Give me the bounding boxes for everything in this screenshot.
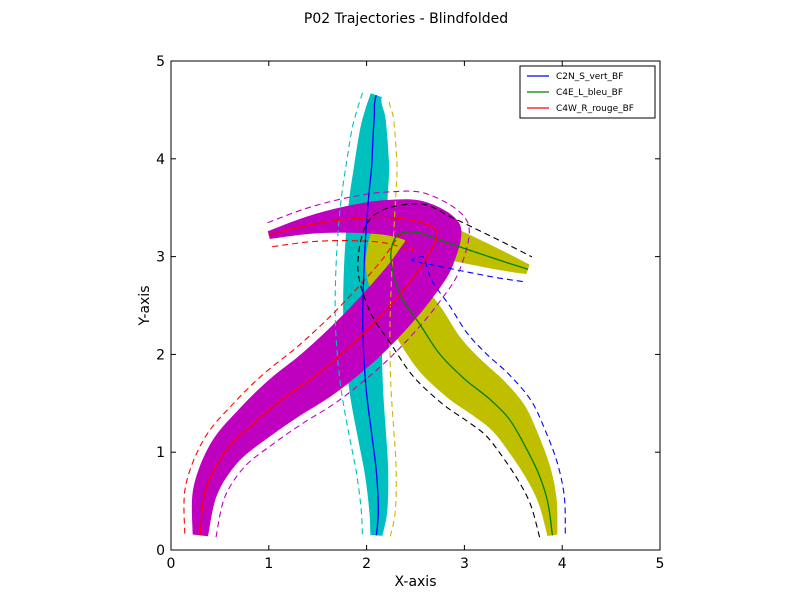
dash-lower-2 bbox=[183, 234, 414, 534]
y-axis-label: Y-axis bbox=[137, 286, 153, 327]
bands-layer bbox=[191, 93, 558, 537]
series-line-1 bbox=[390, 231, 554, 536]
y-tick-label: 2 bbox=[156, 347, 165, 363]
x-tick-label: 3 bbox=[460, 556, 469, 572]
dash-upper-2 bbox=[215, 190, 470, 538]
dash-upper-1 bbox=[411, 255, 566, 534]
x-tick-label: 4 bbox=[558, 556, 567, 572]
plot-area: 0 1 2 3 4 5 0 1 2 3 4 5 bbox=[156, 54, 664, 572]
y-tick-label: 4 bbox=[156, 152, 165, 168]
legend: C2N_S_vert_BF C4E_L_bleu_BF C4W_R_rouge_… bbox=[519, 65, 656, 119]
y-tick-label: 0 bbox=[156, 543, 165, 559]
legend-label-c2n: C2N_S_vert_BF bbox=[556, 72, 623, 82]
x-axis-label: X-axis bbox=[395, 574, 437, 590]
y-tick-label: 3 bbox=[156, 250, 165, 266]
plot-frame bbox=[170, 60, 661, 551]
chart-title: P02 Trajectories - Blindfolded bbox=[304, 11, 508, 27]
means-layer bbox=[199, 94, 554, 536]
y-tick-label: 1 bbox=[156, 445, 165, 461]
x-tick-label: 5 bbox=[656, 556, 665, 572]
ticks-layer: 0 1 2 3 4 5 0 1 2 3 4 5 bbox=[156, 54, 664, 572]
band-2 bbox=[191, 199, 462, 537]
y-tick-label: 5 bbox=[156, 54, 165, 70]
dash-lower-0 bbox=[334, 90, 364, 535]
legend-label-c4e: C4E_L_bleu_BF bbox=[556, 88, 623, 98]
series-line-2 bbox=[199, 216, 438, 536]
dashes-layer bbox=[183, 90, 566, 538]
series-line-0 bbox=[362, 94, 379, 536]
dash-upper-0 bbox=[388, 99, 398, 537]
x-tick-label: 0 bbox=[167, 556, 176, 572]
legend-label-c4w: C4W_R_rouge_BF bbox=[556, 104, 634, 114]
x-tick-label: 1 bbox=[264, 556, 273, 572]
x-tick-label: 2 bbox=[362, 556, 371, 572]
dash-lower-1 bbox=[357, 203, 541, 538]
